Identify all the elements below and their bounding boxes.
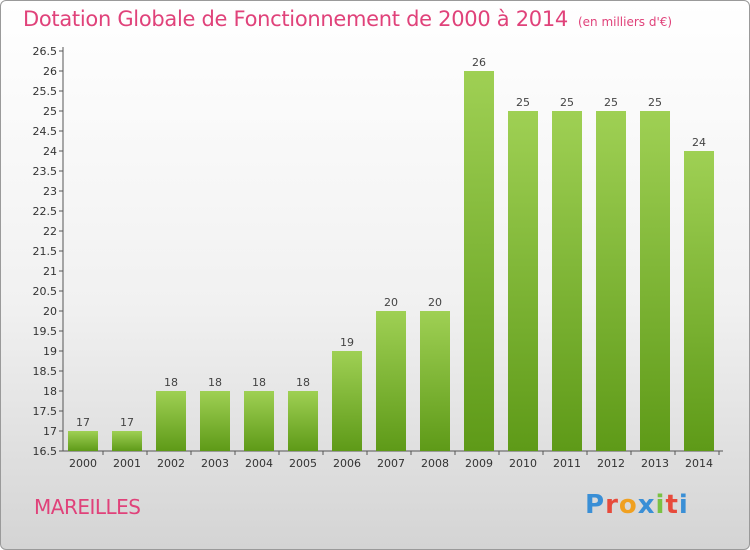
y-tick-label: 20: [43, 305, 57, 318]
y-tick-label: 25: [43, 105, 57, 118]
logo-letter: x: [637, 490, 656, 520]
data-label: 20: [428, 296, 442, 309]
data-label: 24: [692, 136, 706, 149]
commune-name: MAREILLES: [34, 495, 141, 519]
y-tick-label: 24.5: [33, 125, 58, 138]
logo-letter: P: [585, 490, 606, 520]
data-label: 20: [384, 296, 398, 309]
y-tick-label: 19: [43, 345, 57, 358]
y-tick-label: 24: [43, 145, 57, 158]
x-tick-label: 2007: [377, 457, 405, 470]
chart-title: Dotation Globale de Fonctionnement de 20…: [23, 7, 672, 31]
data-label: 25: [516, 96, 530, 109]
x-tick-label: 2010: [509, 457, 537, 470]
data-label: 25: [604, 96, 618, 109]
bar: [112, 431, 142, 451]
y-tick-label: 26: [43, 65, 57, 78]
chart-title-text: Dotation Globale de Fonctionnement de 20…: [23, 7, 568, 31]
data-label: 25: [560, 96, 574, 109]
y-tick-label: 22: [43, 225, 57, 238]
x-tick-label: 2004: [245, 457, 273, 470]
y-tick-label: 23: [43, 185, 57, 198]
bar: [244, 391, 274, 451]
logo-letter: o: [618, 490, 638, 520]
x-tick-label: 2009: [465, 457, 493, 470]
y-tick-label: 18.5: [33, 365, 58, 378]
y-tick-label: 18: [43, 385, 57, 398]
bar: [156, 391, 186, 451]
y-tick-label: 21.5: [33, 245, 58, 258]
x-tick-label: 2014: [685, 457, 713, 470]
bar: [464, 71, 494, 451]
x-tick-label: 2002: [157, 457, 185, 470]
x-tick-label: 2013: [641, 457, 669, 470]
data-label: 17: [120, 416, 134, 429]
bar: [596, 111, 626, 451]
y-tick-label: 16.5: [33, 445, 58, 458]
x-tick-label: 2012: [597, 457, 625, 470]
data-label: 19: [340, 336, 354, 349]
x-tick-label: 2006: [333, 457, 361, 470]
bar: [200, 391, 230, 451]
data-label: 18: [164, 376, 178, 389]
bar: [68, 431, 98, 451]
bar: [508, 111, 538, 451]
data-label: 18: [296, 376, 310, 389]
y-tick-label: 20.5: [33, 285, 58, 298]
data-label: 18: [252, 376, 266, 389]
bar: [552, 111, 582, 451]
bar: [640, 111, 670, 451]
logo-letter: i: [678, 490, 689, 520]
x-tick-label: 2000: [69, 457, 97, 470]
y-tick-label: 17.5: [33, 405, 58, 418]
bar: [684, 151, 714, 451]
bars: [68, 71, 714, 451]
y-tick-label: 23.5: [33, 165, 58, 178]
y-tick-label: 21: [43, 265, 57, 278]
y-tick-label: 17: [43, 425, 57, 438]
chart-unit: (en milliers d'€): [577, 15, 673, 29]
x-tick-label: 2001: [113, 457, 141, 470]
logo-letter: r: [605, 490, 619, 520]
x-tick-label: 2008: [421, 457, 449, 470]
data-labels: 17 17 18 18 18 18 19 20 20 26 25 25 25 25 24: [76, 56, 706, 429]
logo-letter: t: [665, 490, 679, 520]
data-label: 25: [648, 96, 662, 109]
y-tick-label: 19.5: [33, 325, 58, 338]
bar: [332, 351, 362, 451]
data-label: 17: [76, 416, 90, 429]
y-tick-label: 26.5: [33, 45, 58, 58]
logo-letter: i: [655, 490, 666, 520]
bar: [288, 391, 318, 451]
x-tick-label: 2005: [289, 457, 317, 470]
data-label: 18: [208, 376, 222, 389]
x-tick-label: 2011: [553, 457, 581, 470]
x-tick-label: 2003: [201, 457, 229, 470]
proxiti-logo: Proxiti: [585, 490, 689, 520]
y-tick-label: 22.5: [33, 205, 58, 218]
axes: 16.5 17 17.5 18 18.5 19 19.5 20 20.5 21 21.5 22 22.5…: [33, 45, 723, 470]
data-label: 26: [472, 56, 486, 69]
bar: [376, 311, 406, 451]
y-tick-label: 25.5: [33, 85, 58, 98]
bar: [420, 311, 450, 451]
